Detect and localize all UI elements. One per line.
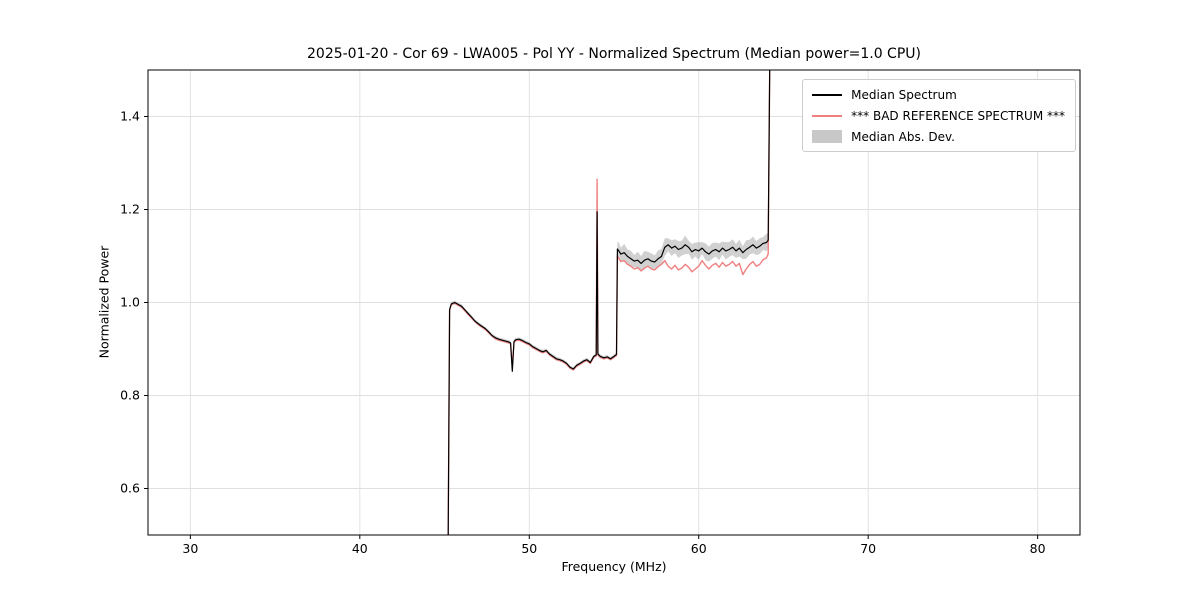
x-tick-label: 40	[352, 541, 368, 556]
legend-item-median-abs-dev: Median Abs. Dev.	[812, 128, 1065, 145]
legend-item-median-spectrum: Median Spectrum	[812, 86, 1065, 103]
median-abs-dev-band	[448, 70, 770, 535]
y-tick-label: 1.4	[120, 109, 140, 124]
chart-title: 2025-01-20 - Cor 69 - LWA005 - Pol YY - …	[307, 46, 921, 62]
tick-labels: 30 40 50 60 70 80 0.6 0.8 1.0 1.2 1.4	[120, 109, 1046, 557]
x-tick-label: 70	[860, 541, 876, 556]
x-tick-label: 60	[691, 541, 707, 556]
legend-label-median-spectrum: Median Spectrum	[851, 87, 957, 102]
y-axis-label: Normalized Power	[96, 245, 112, 359]
legend: Median Spectrum *** BAD REFERENCE SPECTR…	[802, 79, 1076, 152]
y-tick-label: 0.6	[120, 481, 140, 496]
bad-reference-line-swatch	[812, 114, 843, 117]
y-tick-label: 0.8	[120, 388, 140, 403]
median-spectrum-line-swatch	[812, 93, 843, 96]
x-tick-label: 30	[182, 541, 198, 556]
legend-label-bad-reference: *** BAD REFERENCE SPECTRUM ***	[851, 108, 1065, 123]
legend-item-bad-reference: *** BAD REFERENCE SPECTRUM ***	[812, 107, 1065, 124]
y-tick-label: 1.2	[120, 202, 140, 217]
legend-label-median-abs-dev: Median Abs. Dev.	[851, 129, 955, 144]
median-spectrum-line	[447, 70, 771, 535]
x-tick-label: 80	[1030, 541, 1046, 556]
bad-reference-spectrum-line	[447, 70, 771, 535]
median-abs-dev-patch-swatch	[812, 130, 843, 143]
x-tick-label: 50	[521, 541, 537, 556]
x-axis-label: Frequency (MHz)	[561, 559, 667, 574]
y-tick-label: 1.0	[120, 295, 140, 310]
